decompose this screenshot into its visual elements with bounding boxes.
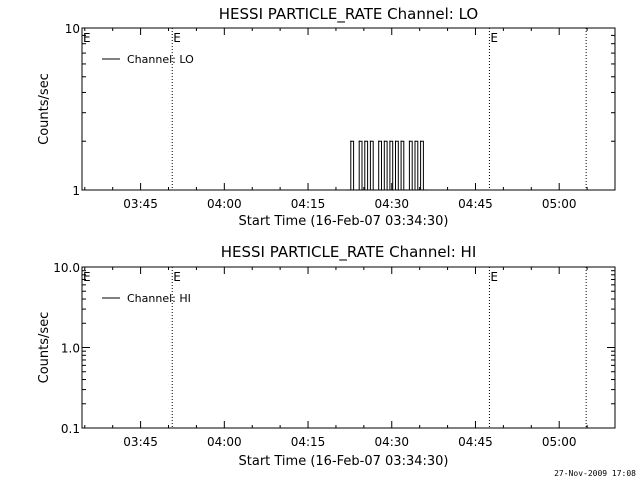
data-point <box>353 189 355 191</box>
y-axis-label: Counts/sec <box>37 73 52 145</box>
y-tick-label: 10 <box>65 22 80 36</box>
x-tick-label: 04:15 <box>291 197 326 211</box>
data-point <box>394 140 397 142</box>
data-point <box>389 140 391 142</box>
data-point <box>403 189 405 191</box>
data-point <box>369 140 371 142</box>
data-point <box>419 140 422 142</box>
y-tick-label: 10.0 <box>53 261 80 275</box>
data-point <box>411 189 413 191</box>
y-tick-label: 1 <box>72 184 80 198</box>
data-point <box>392 189 394 191</box>
data-point <box>350 140 352 142</box>
plot-timestamp: 27-Nov-2009 17:08 <box>554 469 636 478</box>
x-tick-label: 04:45 <box>458 435 493 449</box>
data-point <box>422 189 424 191</box>
data-point <box>397 189 399 191</box>
data-point <box>380 189 383 191</box>
data-point <box>378 140 380 142</box>
x-axis-label: Start Time (16-Feb-07 03:34:30) <box>239 214 449 229</box>
data-point <box>364 140 366 142</box>
legend-label: Channel: HI <box>127 292 191 305</box>
data-point <box>408 140 411 142</box>
event-marker-label: E <box>490 31 498 45</box>
data-point <box>358 140 360 142</box>
event-marker-label: E <box>173 270 181 284</box>
x-tick-label: 04:30 <box>374 435 409 449</box>
data-point <box>347 189 349 191</box>
x-tick-label: 04:00 <box>207 435 242 449</box>
data-point <box>425 189 427 191</box>
y-tick-label: 0.1 <box>61 422 80 436</box>
x-tick-label: 04:45 <box>458 197 493 211</box>
event-marker-label: E <box>83 31 91 45</box>
chart-title: HESSI PARTICLE_RATE Channel: LO <box>219 5 478 24</box>
x-tick-label: 04:00 <box>207 197 242 211</box>
legend-label: Channel: LO <box>127 53 194 66</box>
data-point <box>372 189 374 191</box>
x-tick-label: 05:00 <box>542 435 577 449</box>
data-point <box>355 189 358 191</box>
series-line <box>348 140 428 191</box>
y-tick-label: 1.0 <box>61 342 80 356</box>
data-point <box>366 189 369 191</box>
x-tick-label: 03:45 <box>123 197 158 211</box>
data-point <box>414 140 416 142</box>
x-tick-label: 05:00 <box>542 197 577 211</box>
chart-title: HESSI PARTICLE_RATE Channel: HI <box>221 243 477 262</box>
data-point <box>386 189 388 191</box>
data-point <box>361 189 363 191</box>
x-tick-label: 03:45 <box>123 435 158 449</box>
event-marker-label: E <box>490 270 498 284</box>
data-point <box>383 140 385 142</box>
data-point <box>375 189 377 191</box>
event-marker-label: E <box>83 270 91 284</box>
data-point <box>406 189 408 191</box>
y-axis-label: Counts/sec <box>37 312 52 384</box>
data-point <box>417 189 419 191</box>
data-point <box>400 140 402 142</box>
x-axis-label: Start Time (16-Feb-07 03:34:30) <box>239 454 449 469</box>
event-marker-label: E <box>173 31 181 45</box>
x-tick-label: 04:15 <box>291 435 326 449</box>
x-tick-label: 04:30 <box>374 197 409 211</box>
